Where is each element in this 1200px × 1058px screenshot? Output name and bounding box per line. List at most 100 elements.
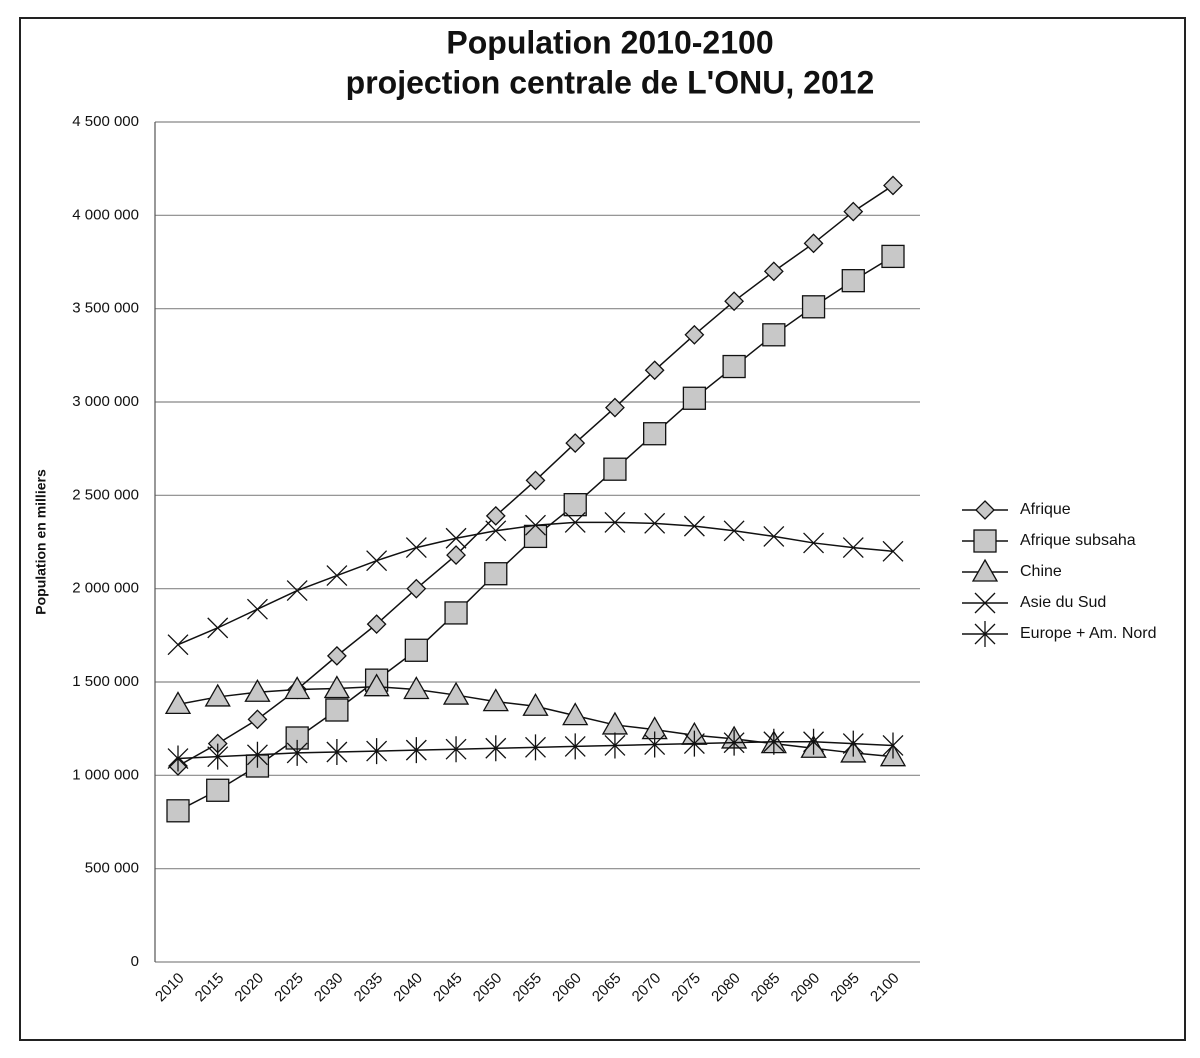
marker [724,291,745,312]
y-tick-label: 500 000 [85,860,139,877]
marker [405,537,427,559]
x-tick-label: 2050 [470,970,506,1006]
marker [842,537,864,559]
marker [762,323,786,347]
marker [883,175,903,196]
marker [803,233,824,254]
marker [207,743,229,770]
legend-label: Afrique subsaha [1020,532,1136,549]
legend-label: Asie du Sud [1020,594,1106,611]
marker [207,617,229,639]
marker [167,745,189,772]
marker [366,550,388,572]
marker [485,520,507,542]
marker [326,645,347,666]
x-tick-label: 2035 [351,970,387,1006]
marker [404,638,428,662]
marker [525,734,546,761]
y-tick-label: 3 000 000 [72,393,139,410]
marker [406,578,427,599]
marker [284,676,311,700]
marker [882,732,904,759]
marker [803,532,825,554]
marker [605,397,625,418]
marker [565,433,586,453]
marker [644,360,665,381]
marker [445,527,467,549]
marker [246,741,268,768]
marker [286,739,308,766]
marker [644,731,666,758]
x-tick-label: 2075 [668,970,704,1006]
legend-marker [974,621,996,647]
marker [563,493,587,517]
marker [167,634,189,656]
marker [166,799,190,823]
y-axis-label: Population en milliers [33,469,49,615]
marker [444,601,468,625]
x-tick-label: 2060 [549,970,585,1006]
marker [286,580,308,601]
chart-title: Population 2010-2100 [446,24,773,60]
marker [523,524,548,549]
legend-label: Afrique [1020,501,1071,518]
marker [326,739,348,765]
marker [482,688,509,712]
marker [763,728,785,755]
legend-marker [973,529,997,553]
marker [803,728,825,755]
marker [603,457,627,481]
x-tick-label: 2070 [629,970,665,1006]
x-tick-label: 2055 [510,970,546,1006]
legend-marker [971,558,999,582]
marker [405,737,427,764]
x-tick-label: 2020 [231,970,267,1006]
marker [445,736,467,763]
marker [881,244,905,269]
marker [723,729,745,756]
marker [525,514,546,536]
y-tick-label: 3 500 000 [72,300,139,317]
marker [842,730,864,757]
marker [206,778,230,802]
marker [643,422,667,446]
y-tick-label: 4 000 000 [72,206,139,223]
x-tick-label: 2090 [788,970,824,1006]
x-tick-label: 2010 [152,970,188,1006]
marker [525,470,546,491]
marker [722,354,746,379]
marker [247,709,268,730]
y-tick-label: 2 500 000 [72,486,139,503]
marker [843,201,864,222]
legend-label: Chine [1020,563,1062,580]
marker [363,673,390,697]
marker [801,295,826,319]
marker [366,614,387,635]
marker [564,511,586,533]
marker [204,683,231,707]
marker [682,386,707,410]
marker [763,261,784,282]
x-tick-label: 2025 [271,970,307,1006]
y-tick-label: 0 [131,953,139,970]
marker [485,505,506,526]
marker [244,678,271,702]
marker [403,676,430,700]
marker [323,675,351,699]
marker [164,691,192,715]
marker [522,692,549,716]
y-tick-label: 4 500 000 [72,113,139,130]
frame [19,17,1186,1041]
x-tick-label: 2100 [867,970,903,1006]
marker [326,565,348,587]
marker [882,540,904,562]
marker [604,511,626,533]
chart-subtitle: projection centrale de L'ONU, 2012 [346,64,875,100]
y-tick-label: 1 500 000 [72,673,139,690]
x-tick-label: 2040 [390,970,426,1006]
marker [763,525,785,547]
x-tick-label: 2015 [192,970,228,1006]
marker [246,598,268,620]
marker [683,515,705,537]
